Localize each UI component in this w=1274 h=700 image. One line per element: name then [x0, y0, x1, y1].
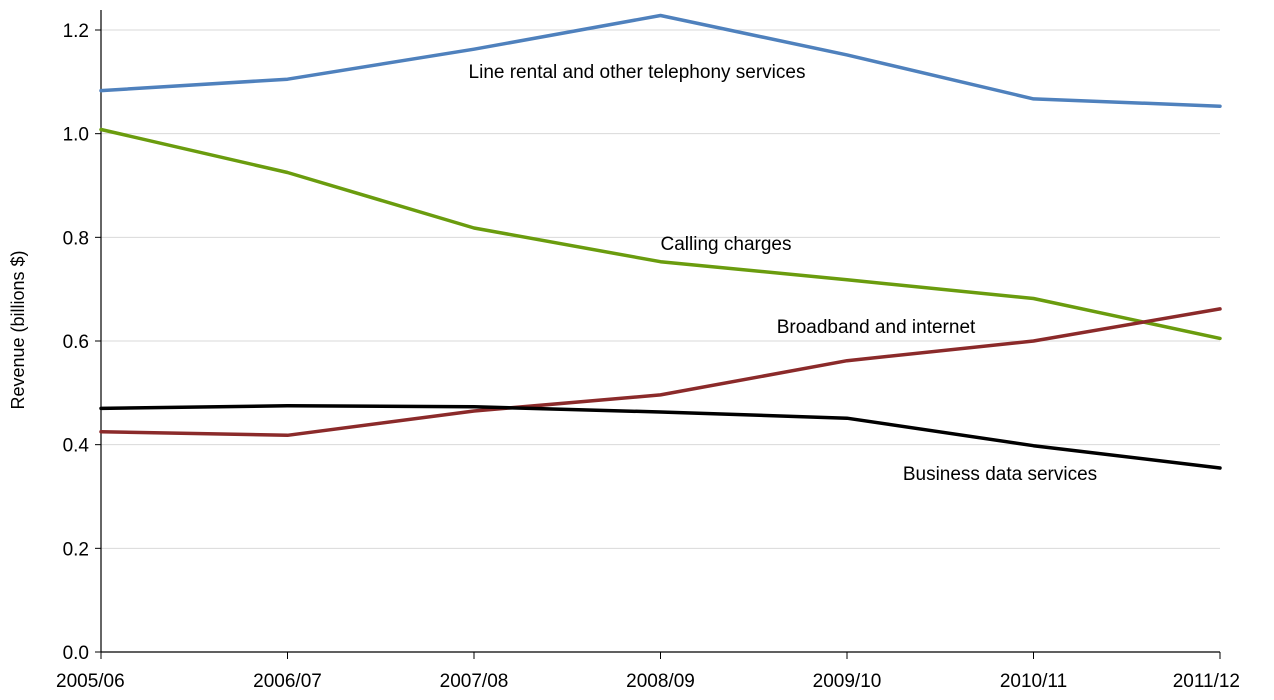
series-label-1: Calling charges — [661, 234, 792, 255]
series-line-3 — [99, 404, 1222, 470]
x-tick-label: 2005/06 — [56, 671, 125, 692]
axes — [95, 10, 1221, 659]
series-lines — [99, 13, 1222, 470]
y-tick-label: 0.0 — [63, 643, 89, 664]
x-tick-label: 2007/08 — [440, 671, 509, 692]
x-tick-label: 2008/09 — [626, 671, 695, 692]
x-tick-label: 2009/10 — [813, 671, 882, 692]
series-label-2: Broadband and internet — [777, 317, 976, 338]
series-label-3: Business data services — [903, 464, 1097, 485]
y-tick-label: 0.6 — [63, 332, 89, 353]
x-tick-label: 2006/07 — [253, 671, 322, 692]
y-tick-labels: 0.0 0.2 0.4 0.6 0.8 1.0 1.2 — [63, 21, 90, 664]
y-tick-label: 0.2 — [63, 539, 89, 560]
x-tick-label: 2010/11 — [1000, 671, 1067, 692]
y-tick-label: 1.0 — [63, 125, 89, 146]
series-labels: Line rental and other telephony services… — [469, 62, 1098, 485]
x-tick-labels: 2005/06 2006/07 2007/08 2008/09 2009/10 2010/… — [56, 671, 1240, 692]
y-axis-title: Revenue (billions $) — [8, 250, 28, 409]
series-line-1 — [99, 127, 1222, 341]
gridlines — [101, 29, 1220, 549]
y-tick-label: 0.8 — [63, 228, 89, 249]
y-tick-label: 1.2 — [63, 21, 89, 42]
series-line-2 — [99, 307, 1222, 438]
series-line-0 — [99, 13, 1222, 108]
y-tick-label: 0.4 — [63, 436, 90, 457]
series-label-0: Line rental and other telephony services — [469, 62, 806, 83]
x-tick-label: 2011/12 — [1173, 671, 1240, 692]
